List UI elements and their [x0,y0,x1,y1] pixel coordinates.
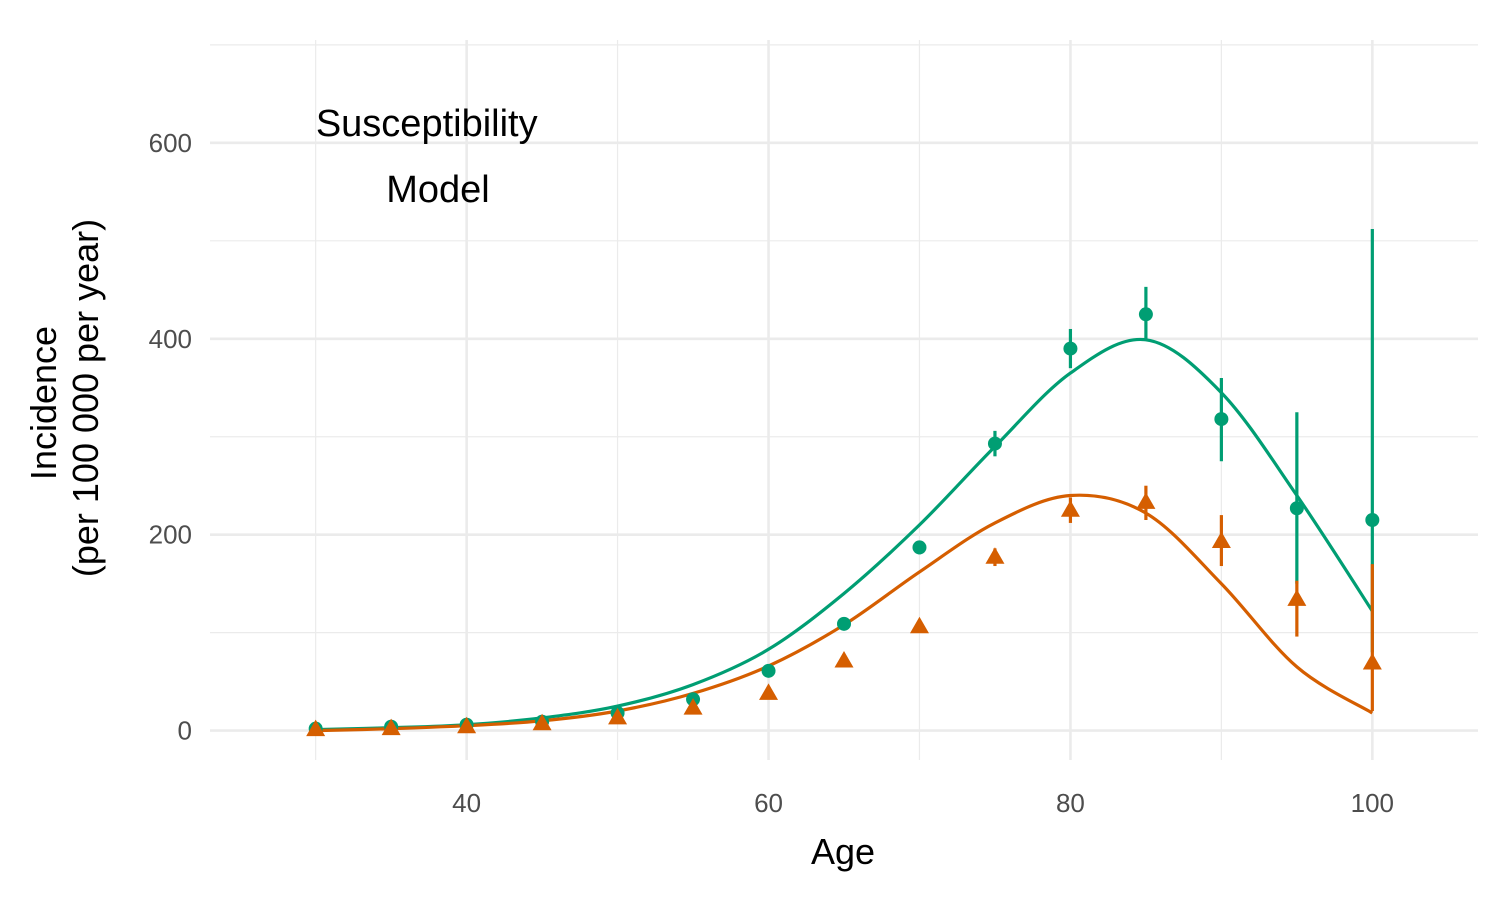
chart-annotation: Susceptibility Model [316,103,548,211]
data-point-triangle [759,683,779,700]
data-point-triangle [1362,653,1382,670]
data-point-triangle [1287,589,1307,606]
x-tick-label: 40 [452,788,481,818]
y-tick-label: 200 [149,520,192,550]
x-tick-label: 100 [1351,788,1394,818]
data-point-triangle [457,716,477,734]
y-tick-label: 400 [149,324,192,354]
data-point-triangle [1136,492,1156,509]
annotation-line-1: Susceptibility [316,103,538,145]
data-point-triangle [306,719,326,737]
data-point-triangle [834,651,854,668]
data-point-triangle [683,698,703,715]
y-axis-title-line-2: (per 100 000 per year) [65,219,106,577]
data-point-triangle [381,718,401,736]
data-point-circle [1214,412,1229,427]
data-point-circle [1289,501,1304,516]
y-tick-label: 600 [149,128,192,158]
data-point-circle [1365,513,1380,527]
data-point-circle [1063,341,1078,356]
data-point-circle [912,540,927,555]
data-point-triangle [532,713,552,731]
data-point-triangle [1060,500,1080,517]
data-points [306,307,1382,737]
data-point-circle [1138,307,1153,322]
data-point-circle [761,663,776,678]
data-point-triangle [608,707,628,725]
data-point-triangle [1211,531,1231,549]
annotation-line-2: Model [386,169,490,211]
y-tick-label: 0 [178,716,192,746]
grid-lines [210,40,1478,760]
data-point-triangle [985,547,1005,564]
y-axis-title-line-1: Incidence [23,326,64,480]
x-tick-label: 80 [1056,788,1085,818]
data-point-circle [837,616,851,631]
x-tick-label: 60 [754,788,783,818]
data-point-triangle [909,616,929,634]
data-point-circle [987,436,1002,451]
model-curve-1 [315,493,1374,733]
y-axis-title: Incidence (per 100 000 per year) [23,219,106,577]
tick-labels: 40 60 80 100 0 200 400 600 [149,128,1394,818]
x-axis-title: Age [811,831,875,872]
